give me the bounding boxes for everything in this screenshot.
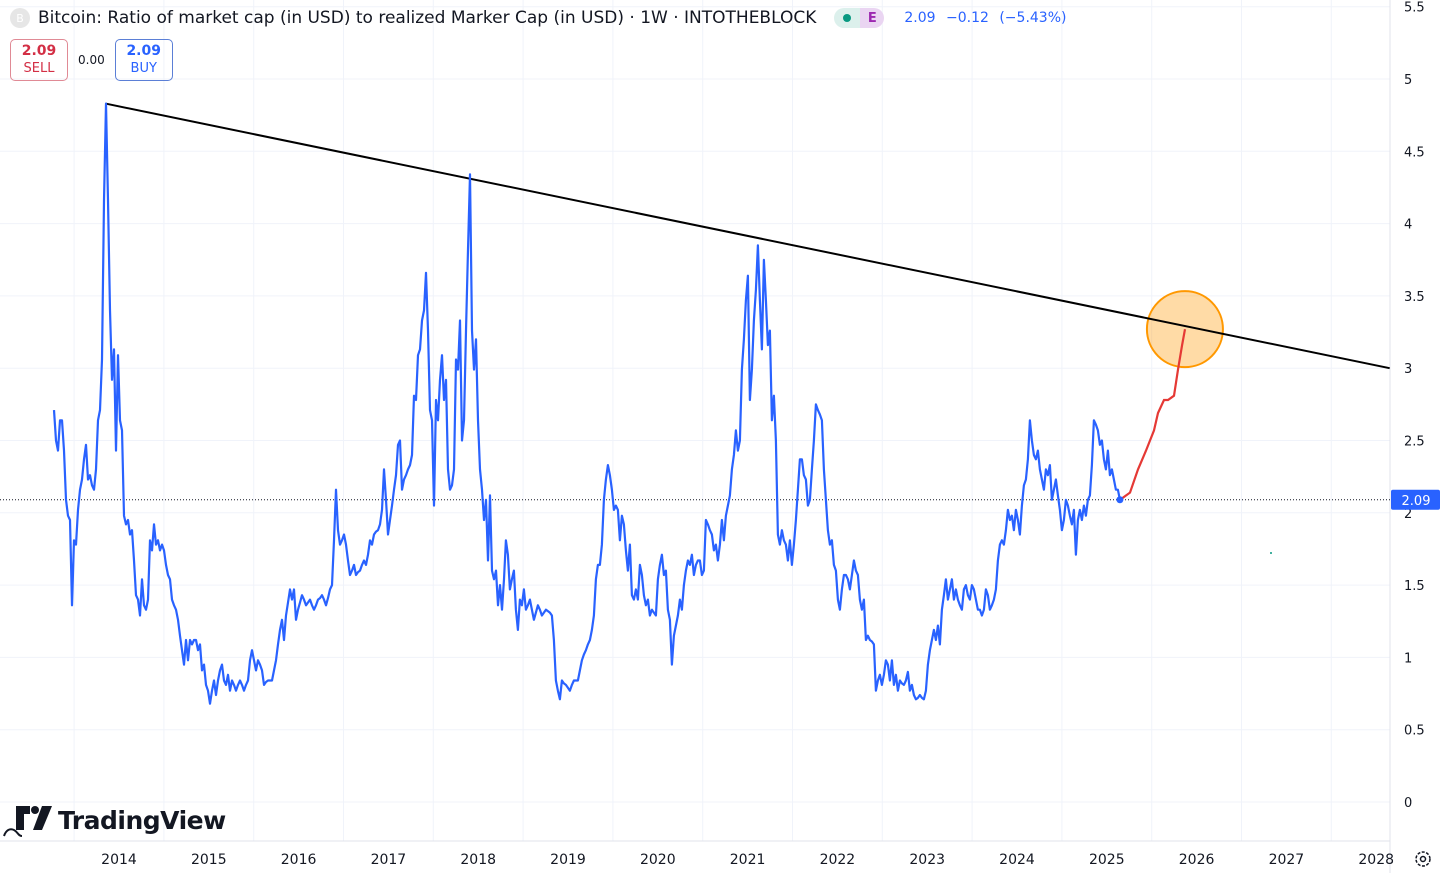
tradingview-logo[interactable]: TradingView bbox=[2, 800, 226, 840]
sell-price: 2.09 bbox=[21, 43, 57, 59]
sell-button[interactable]: 2.09 SELL bbox=[10, 39, 68, 81]
grid bbox=[0, 0, 1390, 841]
sell-label: SELL bbox=[23, 61, 55, 76]
y-tick-label: 1 bbox=[1404, 651, 1412, 666]
x-tick-label: 2025 bbox=[1089, 852, 1125, 868]
x-tick-label: 2028 bbox=[1358, 852, 1394, 868]
last-value: 2.09 bbox=[904, 10, 936, 26]
x-tick-label: 2016 bbox=[281, 852, 317, 868]
change-percent: (−5.43%) bbox=[999, 10, 1067, 26]
x-tick-label: 2019 bbox=[550, 852, 586, 868]
x-tick-label: 2022 bbox=[820, 852, 856, 868]
buy-label: BUY bbox=[130, 61, 157, 76]
earnings-badge: E bbox=[860, 8, 885, 28]
y-tick-label: 5.5 bbox=[1404, 1, 1425, 16]
buy-button[interactable]: 2.09 BUY bbox=[114, 39, 173, 81]
y-tick-label: 3.5 bbox=[1404, 290, 1425, 305]
legend-values: 2.09 −0.12 (−5.43%) bbox=[904, 10, 1072, 26]
market-status-badge[interactable]: E bbox=[834, 8, 885, 28]
current-price-label: 2.09 bbox=[1391, 489, 1440, 510]
trade-panel: 2.09 SELL 0.00 2.09 BUY bbox=[10, 39, 173, 81]
series-line[interactable] bbox=[52, 102, 1121, 705]
spread-value: 0.00 bbox=[78, 53, 105, 67]
y-tick-label: 1.5 bbox=[1404, 579, 1425, 594]
bitcoin-symbol-icon: B bbox=[10, 8, 30, 28]
y-tick-label: 4.5 bbox=[1404, 145, 1425, 160]
tradingview-logo-icon bbox=[3, 806, 52, 837]
x-tick-label: 2017 bbox=[371, 852, 407, 868]
y-tick-label: 2 bbox=[1404, 507, 1412, 522]
trendline[interactable] bbox=[105, 102, 1390, 370]
time-axis[interactable]: 2014 2015 2016 2017 2018 2019 2020 2021 2022 2023… bbox=[101, 852, 1394, 868]
x-tick-label: 2024 bbox=[999, 852, 1035, 868]
market-open-icon bbox=[834, 8, 861, 28]
x-tick-label: 2026 bbox=[1179, 852, 1215, 868]
tradingview-logo-text: TradingView bbox=[58, 805, 226, 835]
x-tick-label: 2020 bbox=[640, 852, 676, 868]
y-tick-label: 3 bbox=[1404, 362, 1412, 377]
last-point-marker bbox=[1116, 496, 1124, 504]
x-tick-label: 2015 bbox=[191, 852, 227, 868]
chart-title[interactable]: Bitcoin: Ratio of market cap (in USD) to… bbox=[38, 8, 817, 28]
projection-line[interactable] bbox=[1119, 329, 1187, 501]
svg-text:2.09: 2.09 bbox=[1402, 494, 1431, 509]
y-tick-label: 0 bbox=[1404, 796, 1412, 811]
settings-gear-icon[interactable] bbox=[1412, 848, 1434, 870]
change-value: −0.12 bbox=[945, 10, 989, 26]
y-tick-label: 0.5 bbox=[1404, 724, 1425, 739]
x-tick-label: 2027 bbox=[1269, 852, 1305, 868]
price-axis[interactable]: 0 0.5 1 1.5 2 2.5 3 3.5 4 4.5 5 5.5 bbox=[1404, 1, 1425, 811]
x-tick-label: 2021 bbox=[730, 852, 766, 868]
y-tick-label: 2.5 bbox=[1404, 435, 1425, 450]
y-tick-label: 4 bbox=[1404, 218, 1412, 233]
highlight-circle[interactable] bbox=[1145, 290, 1224, 369]
y-tick-label: 5 bbox=[1404, 73, 1412, 88]
chart-legend: B Bitcoin: Ratio of market cap (in USD) … bbox=[10, 8, 1072, 28]
x-tick-label: 2018 bbox=[460, 852, 496, 868]
buy-price: 2.09 bbox=[126, 43, 161, 59]
x-tick-label: 2023 bbox=[909, 852, 945, 868]
stray-marker bbox=[1270, 552, 1272, 554]
x-tick-label: 2014 bbox=[101, 852, 137, 868]
